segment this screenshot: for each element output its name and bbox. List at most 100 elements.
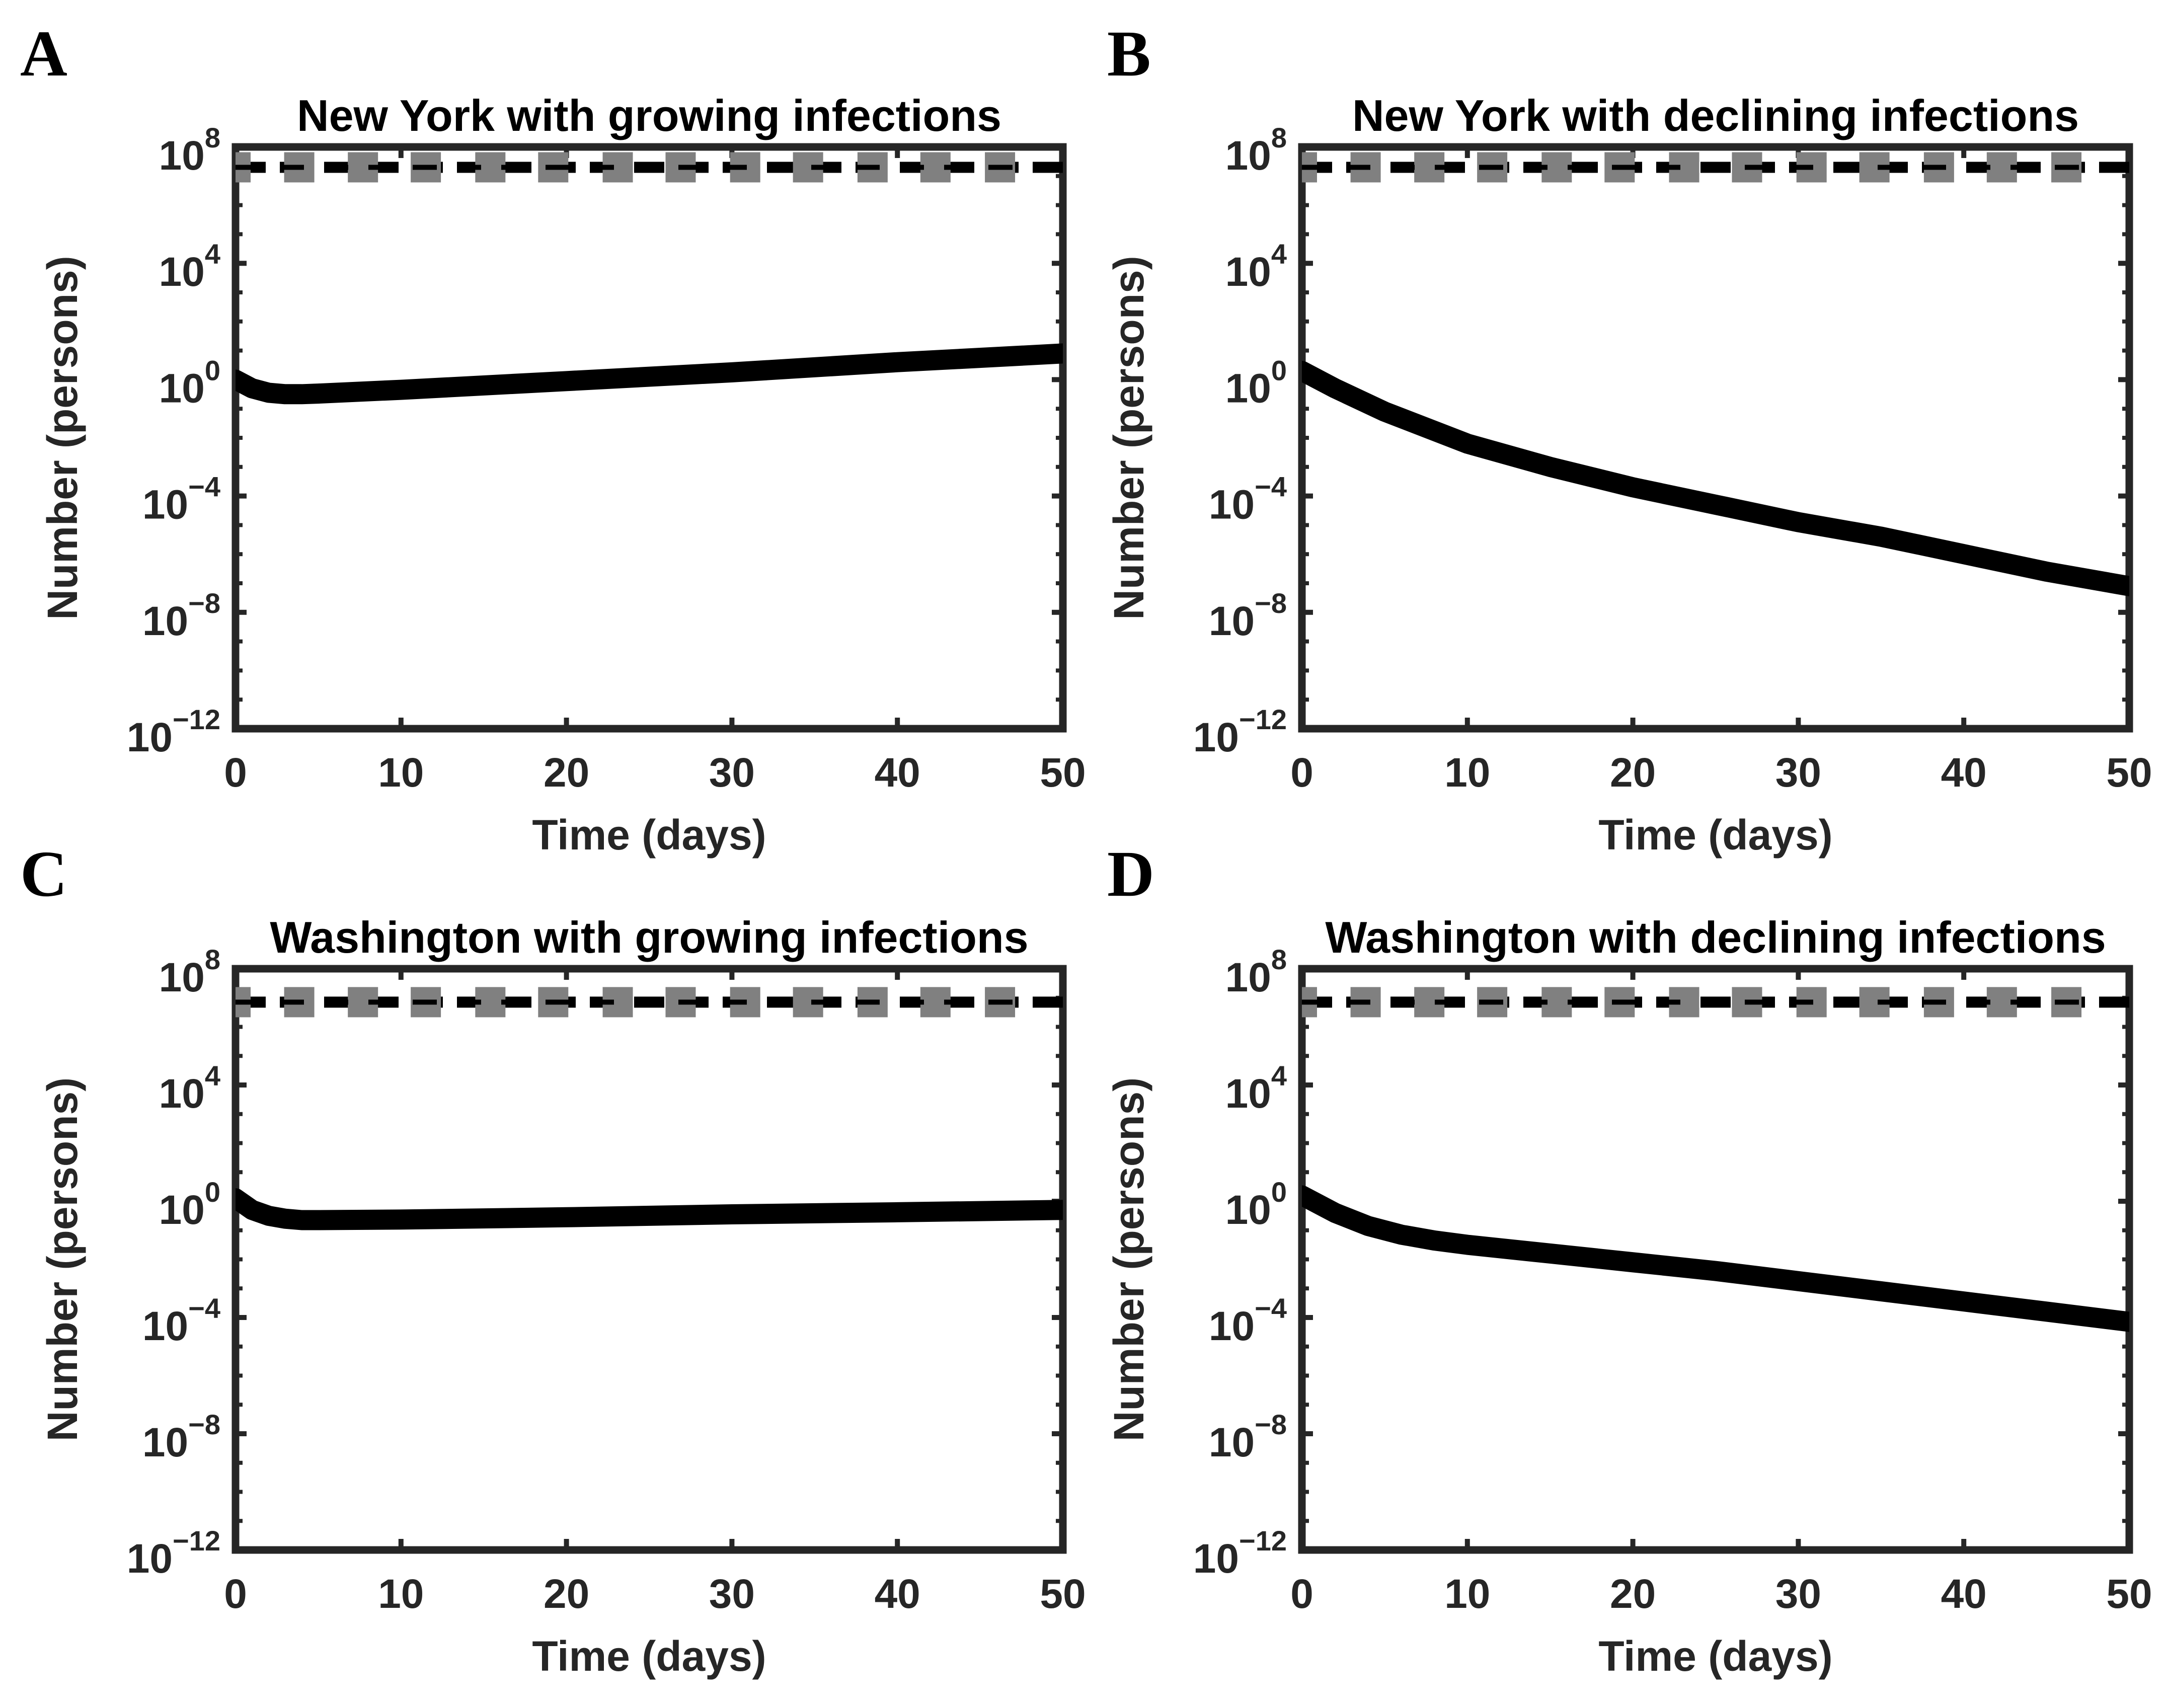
y-tick-label: 104 xyxy=(159,238,220,295)
x-tick-label: 50 xyxy=(2106,1571,2152,1617)
plot-area xyxy=(231,143,1067,733)
y-tick-exponent: 8 xyxy=(1271,944,1287,975)
y-tick-base: 10 xyxy=(1225,955,1271,1000)
y-tick-label: 10−12 xyxy=(127,704,220,760)
y-tick-exponent: 0 xyxy=(1271,354,1287,386)
y-tick-exponent: −8 xyxy=(188,1409,220,1440)
data-layer xyxy=(236,987,1063,1230)
series-line-infected xyxy=(1302,361,2129,596)
y-tick-label: 100 xyxy=(159,354,220,411)
x-tick-label: 0 xyxy=(1290,1571,1313,1617)
x-tick-label: 30 xyxy=(709,750,755,796)
data-layer xyxy=(236,152,1063,405)
y-tick-exponent: −8 xyxy=(188,587,220,619)
y-tick-base: 10 xyxy=(1225,1071,1271,1117)
y-tick-label: 10−12 xyxy=(1193,704,1287,760)
chart-title: New York with declining infections xyxy=(1352,91,2079,140)
y-tick-base: 10 xyxy=(127,1536,173,1582)
x-tick-label: 50 xyxy=(1040,1571,1086,1617)
y-tick-label: 10−8 xyxy=(142,587,220,644)
series-line-infected xyxy=(1302,1185,2129,1332)
panel-letter: B xyxy=(1107,18,1151,90)
y-tick-label: 108 xyxy=(159,944,220,1000)
x-axis-label: Time (days) xyxy=(532,1633,766,1680)
panel-letter: C xyxy=(20,838,67,910)
y-tick-exponent: −4 xyxy=(188,1292,220,1324)
y-tick-exponent: −8 xyxy=(1255,587,1287,619)
x-tick-label: 50 xyxy=(1040,750,1086,796)
x-tick-label: 0 xyxy=(1290,750,1313,796)
y-tick-label: 100 xyxy=(159,1176,220,1233)
x-tick-label: 30 xyxy=(1775,1571,1821,1617)
chart-title: Washington with growing infections xyxy=(270,912,1028,962)
series-line-infected xyxy=(236,1188,1063,1230)
y-tick-exponent: −12 xyxy=(1239,1525,1287,1557)
x-axis-label: Time (days) xyxy=(1598,811,1832,859)
y-tick-label: 10−4 xyxy=(142,1292,220,1349)
x-tick-label: 40 xyxy=(1941,750,1987,796)
x-axis-label: Time (days) xyxy=(532,811,766,859)
y-tick-label: 108 xyxy=(159,122,220,179)
y-tick-exponent: −12 xyxy=(1239,704,1287,735)
x-axis-label: Time (days) xyxy=(1598,1633,1832,1680)
data-layer xyxy=(1302,152,2129,596)
x-tick-label: 20 xyxy=(1610,1571,1656,1617)
y-tick-base: 10 xyxy=(159,955,205,1000)
y-tick-base: 10 xyxy=(142,482,188,528)
x-tick-label: 10 xyxy=(1444,1571,1490,1617)
series-line-infected xyxy=(236,343,1063,405)
y-tick-label: 104 xyxy=(1225,1060,1287,1117)
y-tick-exponent: −4 xyxy=(188,471,220,503)
x-tick-label: 0 xyxy=(224,1571,247,1617)
y-tick-base: 10 xyxy=(1225,365,1271,411)
y-tick-base: 10 xyxy=(159,365,205,411)
y-tick-base: 10 xyxy=(159,1187,205,1233)
x-tick-label: 10 xyxy=(378,750,424,796)
chart-title: New York with growing infections xyxy=(297,91,1001,140)
y-tick-exponent: −4 xyxy=(1255,1292,1287,1324)
panel-letter: D xyxy=(1107,838,1154,910)
y-tick-label: 10−4 xyxy=(142,471,220,528)
y-tick-label: 104 xyxy=(1225,238,1287,295)
y-tick-exponent: 4 xyxy=(1271,1060,1287,1092)
y-tick-base: 10 xyxy=(142,598,188,644)
plot-area xyxy=(231,965,1067,1554)
y-tick-exponent: 0 xyxy=(205,1176,220,1208)
y-tick-exponent: −8 xyxy=(1255,1409,1287,1440)
y-tick-label: 10−4 xyxy=(1209,471,1287,528)
y-tick-exponent: 4 xyxy=(205,1060,220,1092)
y-tick-base: 10 xyxy=(142,1420,188,1465)
y-tick-exponent: 8 xyxy=(1271,122,1287,153)
x-tick-label: 20 xyxy=(544,1571,589,1617)
y-tick-label: 10−12 xyxy=(1193,1525,1287,1582)
x-tick-label: 20 xyxy=(544,750,589,796)
y-tick-label: 10−12 xyxy=(127,1525,220,1582)
y-tick-base: 10 xyxy=(159,133,205,179)
y-tick-base: 10 xyxy=(1209,598,1255,644)
y-tick-exponent: −4 xyxy=(1255,471,1287,503)
y-tick-exponent: 8 xyxy=(205,122,220,153)
x-tick-label: 30 xyxy=(709,1571,755,1617)
x-tick-label: 40 xyxy=(1941,1571,1987,1617)
y-tick-base: 10 xyxy=(159,249,205,295)
y-tick-label: 10−8 xyxy=(1209,587,1287,644)
y-axis-label: Number (persons) xyxy=(39,1077,86,1441)
x-tick-label: 10 xyxy=(1444,750,1490,796)
y-tick-label: 100 xyxy=(1225,1176,1287,1233)
chart-title: Washington with declining infections xyxy=(1325,912,2106,962)
y-tick-label: 108 xyxy=(1225,944,1287,1000)
x-tick-label: 50 xyxy=(2106,750,2152,796)
y-tick-exponent: 0 xyxy=(205,354,220,386)
y-tick-label: 100 xyxy=(1225,354,1287,411)
y-tick-base: 10 xyxy=(1193,715,1239,760)
y-tick-exponent: 4 xyxy=(205,238,220,270)
data-layer xyxy=(1302,987,2129,1332)
y-tick-base: 10 xyxy=(1225,249,1271,295)
y-tick-base: 10 xyxy=(1193,1536,1239,1582)
y-tick-exponent: 0 xyxy=(1271,1176,1287,1208)
